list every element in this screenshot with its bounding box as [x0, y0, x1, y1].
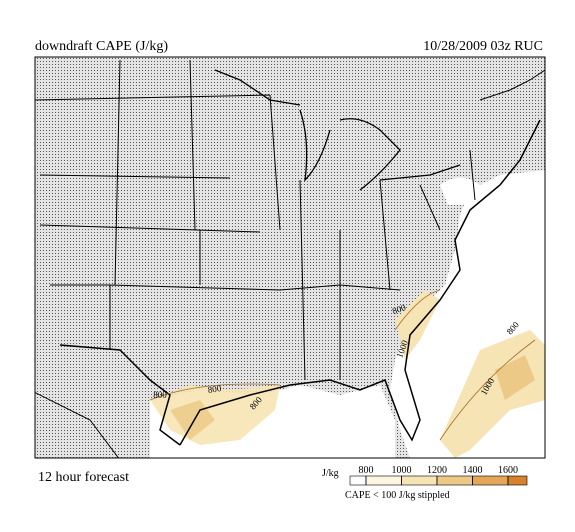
colorbar-tick-label: 1600 — [498, 465, 518, 476]
cape-shading — [395, 290, 440, 360]
unstippled-area — [440, 177, 480, 205]
map-frame — [34, 56, 546, 459]
legend-note: CAPE < 100 J/kg stippled — [345, 490, 450, 501]
colorbar-swatch — [401, 475, 438, 486]
colorbar-tick-label: 800 — [359, 465, 374, 476]
colorbar-swatch — [365, 475, 402, 486]
map-datetime: 10/28/2009 03z RUC — [423, 39, 543, 54]
colorbar-swatch — [436, 475, 473, 486]
colorbar-tick-label: 1400 — [463, 465, 483, 476]
colorbar-swatch — [507, 475, 528, 486]
colorbar-swatch — [472, 475, 509, 486]
contours — [149, 289, 536, 441]
cape-shading — [170, 400, 215, 440]
cape-shading — [150, 385, 280, 445]
contour-label: 800 — [207, 383, 223, 395]
contour-label: 800 — [391, 302, 408, 316]
colorbar-tick-label: 1200 — [427, 465, 447, 476]
boundaries — [35, 59, 545, 458]
colorbar: 800 1000 1200 1400 1600 — [349, 465, 528, 486]
contour-label: 800 — [153, 390, 167, 400]
colorbar-swatch — [349, 475, 367, 486]
cape-shading — [495, 355, 535, 400]
forecast-label: 12 hour forecast — [38, 470, 129, 485]
map-title: downdraft CAPE (J/kg) — [35, 39, 168, 54]
colorbar-tick-label: 1000 — [392, 465, 412, 476]
legend-unit: J/kg — [322, 468, 339, 479]
